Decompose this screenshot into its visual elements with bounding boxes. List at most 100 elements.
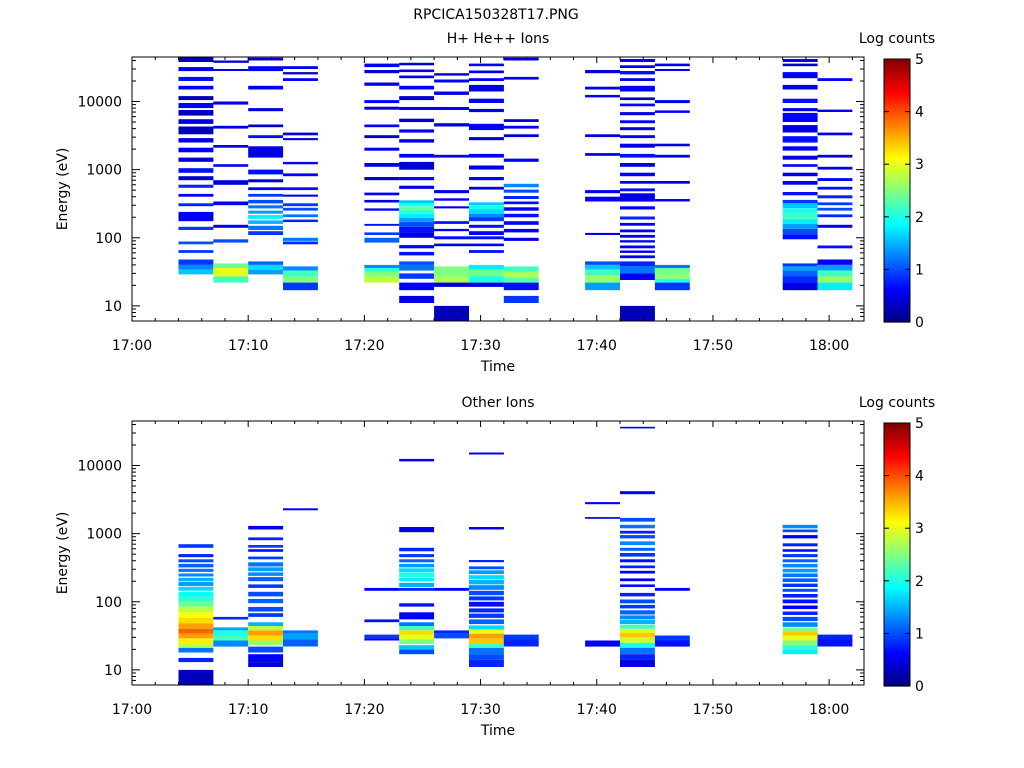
colorbar-segment xyxy=(884,166,910,171)
colorbar-segment xyxy=(884,143,910,147)
heatmap-cell xyxy=(434,633,469,639)
heatmap-cell xyxy=(364,100,400,104)
heatmap-cell xyxy=(434,206,469,209)
heatmap-cell xyxy=(469,98,504,103)
x-axis: 17:00 17:10 17:20 17:30 17:40 17:50 18:00 xyxy=(112,57,853,354)
heatmap-cell xyxy=(399,232,435,238)
heatmap-cell xyxy=(585,190,620,194)
colorbar-segment xyxy=(884,649,910,653)
heatmap-cell xyxy=(782,549,818,552)
colorbar-segment xyxy=(884,646,910,650)
colorbar-segment xyxy=(884,462,910,466)
heatmap-cell xyxy=(283,72,318,75)
colorbar-segment xyxy=(884,614,910,619)
heatmap-cell xyxy=(654,110,690,113)
heatmap-cell xyxy=(782,270,818,277)
colorbar-segment xyxy=(884,423,910,427)
heatmap-cell xyxy=(364,271,400,277)
colorbar-segment xyxy=(884,272,910,276)
heatmap-cell xyxy=(782,616,818,622)
heatmap-cell xyxy=(213,635,249,641)
heatmap-cell xyxy=(469,644,504,648)
heatmap-cell xyxy=(469,560,504,563)
heatmap-cell xyxy=(178,241,214,245)
heatmap-cell xyxy=(469,566,504,570)
heatmap-cell xyxy=(434,73,469,76)
colorbar-tick-label: 4 xyxy=(915,469,924,485)
x-axis-label: Time xyxy=(480,723,515,739)
heatmap-cell xyxy=(469,590,504,596)
heatmap-cell xyxy=(434,630,469,634)
heatmap-cell xyxy=(782,635,818,641)
heatmap-cell xyxy=(248,630,284,636)
heatmap-cell xyxy=(585,153,620,156)
heatmap-cell xyxy=(469,78,504,81)
heatmap-cell xyxy=(213,125,249,129)
heatmap-cell xyxy=(248,225,284,230)
heatmap-cell xyxy=(364,264,400,268)
heatmap-cell xyxy=(399,210,435,214)
heatmap-cell xyxy=(620,120,655,124)
heatmap-cell xyxy=(283,270,318,277)
colorbar-segment xyxy=(884,428,910,432)
heatmap-cell xyxy=(620,172,655,177)
colorbar-segment xyxy=(884,633,910,637)
heatmap-cell xyxy=(585,70,620,74)
heatmap-cell xyxy=(178,126,214,135)
heatmap-cell xyxy=(248,646,284,653)
heatmap-cell xyxy=(503,213,539,218)
colorbar-segment xyxy=(884,140,910,144)
heatmap-cell xyxy=(503,119,539,122)
heatmap-cell xyxy=(782,543,818,547)
heatmap-cell xyxy=(248,613,284,617)
heatmap-cell xyxy=(178,269,214,275)
colorbar-segment xyxy=(884,480,910,485)
heatmap-cell xyxy=(782,573,818,578)
heatmap-cell xyxy=(213,640,249,647)
heatmap-cell xyxy=(248,269,284,275)
heatmap-cell xyxy=(782,276,818,283)
heatmap-cell xyxy=(503,196,539,199)
heatmap-cell xyxy=(178,264,214,270)
heatmap-cell xyxy=(585,517,620,519)
x-tick-label: 17:20 xyxy=(344,702,384,718)
heatmap-cell xyxy=(469,575,504,580)
colorbar-segment xyxy=(884,108,910,113)
colorbar-segment xyxy=(884,562,910,566)
heatmap-cells xyxy=(178,57,853,321)
colorbar-segment xyxy=(884,599,910,603)
heatmap-cell xyxy=(503,189,539,193)
colorbar-segment xyxy=(884,546,910,550)
heatmap-cell xyxy=(399,612,435,620)
heatmap-cell xyxy=(399,273,435,279)
heatmap-cell xyxy=(782,164,818,167)
heatmap-cell xyxy=(434,266,469,277)
heatmap-cell xyxy=(178,582,214,587)
heatmap-cell xyxy=(364,177,400,181)
heatmap-cell xyxy=(503,57,539,61)
heatmap-cell xyxy=(248,562,284,567)
heatmap-cell xyxy=(178,591,214,597)
colorbar-segment xyxy=(884,216,910,221)
colorbar-segment xyxy=(884,425,910,429)
heatmap-cell xyxy=(782,622,818,627)
colorbar-segment xyxy=(884,185,910,189)
colorbar-segment xyxy=(884,459,910,464)
heatmap-cell xyxy=(364,232,400,235)
colorbar-segment xyxy=(884,229,910,234)
heatmap-cell xyxy=(782,266,818,271)
heatmap-cell xyxy=(178,85,214,90)
heatmap-cell xyxy=(248,626,284,631)
heatmap-cell xyxy=(399,261,435,265)
colorbar-frame xyxy=(883,422,911,687)
heatmap-cell xyxy=(178,601,214,607)
heatmap-cell xyxy=(248,231,284,235)
panel-other-ions: 17:00 17:10 17:20 17:30 17:40 17:50 18:0010100… xyxy=(55,395,935,739)
heatmap-cell xyxy=(782,645,818,650)
colorbar-segment xyxy=(884,316,910,320)
heatmap-cell xyxy=(620,305,655,321)
colorbar-segment xyxy=(884,554,910,558)
heatmap-cell xyxy=(654,264,690,268)
heatmap-cell xyxy=(248,640,284,646)
heatmap-cell xyxy=(469,70,504,74)
